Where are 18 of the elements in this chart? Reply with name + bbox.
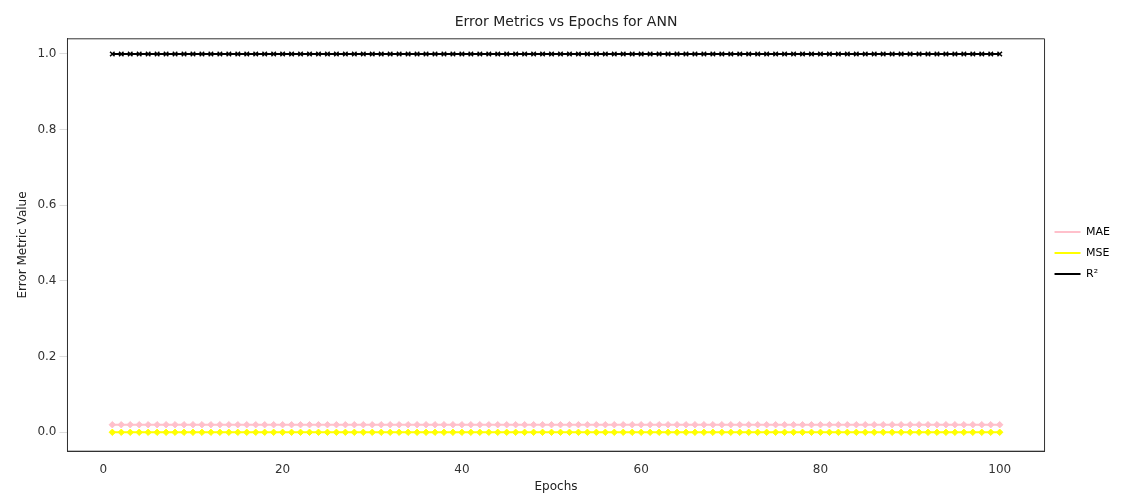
legend-label: MSE — [1086, 245, 1110, 259]
y-tick-label: 0.2 — [37, 348, 57, 363]
legend-label: R² — [1086, 266, 1099, 280]
chart-title: Error Metrics vs Epochs for ANN — [454, 13, 678, 30]
y-tick-label: 1.0 — [37, 46, 57, 61]
x-tick-label: 100 — [988, 461, 1012, 476]
y-tick-label: 0.8 — [37, 121, 57, 136]
y-tick-label: 0.6 — [37, 197, 57, 212]
x-tick-label: 0 — [99, 461, 108, 476]
x-axis-title: Epochs — [534, 478, 578, 493]
x-tick-label: 40 — [454, 461, 470, 476]
x-tick-label: 60 — [633, 461, 649, 476]
legend-label: MAE — [1086, 224, 1111, 238]
y-tick-label: 0.0 — [37, 424, 57, 439]
y-axis-title: Error Metric Value — [15, 191, 30, 299]
x-tick-label: 80 — [812, 461, 829, 476]
x-tick-label: 20 — [274, 461, 291, 476]
y-tick-label: 0.4 — [37, 273, 57, 288]
